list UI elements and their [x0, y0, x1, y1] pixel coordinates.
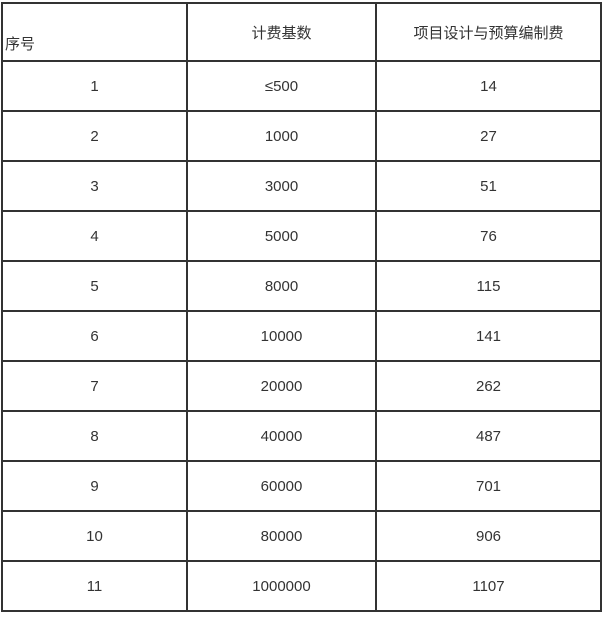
table-cell: 115: [375, 260, 602, 312]
table-cell: 60000: [186, 460, 377, 512]
table-row: 1 ≤500 14: [1, 60, 602, 112]
table-cell: 262: [375, 360, 602, 412]
table-cell: 5: [1, 260, 188, 312]
table-row: 7 20000 262: [1, 360, 602, 412]
table-cell: 10: [1, 510, 188, 562]
column-header-billing-base: 计费基数: [186, 2, 377, 62]
table-cell: 3: [1, 160, 188, 212]
table-cell: 141: [375, 310, 602, 362]
column-header-design-budget-fee: 项目设计与预算编制费: [375, 2, 602, 62]
table-row: 10 80000 906: [1, 510, 602, 562]
table-row: 4 5000 76: [1, 210, 602, 262]
table-cell: 8000: [186, 260, 377, 312]
table-cell: 701: [375, 460, 602, 512]
table-cell: 4: [1, 210, 188, 262]
fee-table: 序号 计费基数 项目设计与预算编制费 1 ≤500 14 2 1000 27 3 3000 51…: [1, 2, 602, 612]
table-row: 2 1000 27: [1, 110, 602, 162]
table-cell: 14: [375, 60, 602, 112]
table-body: 1 ≤500 14 2 1000 27 3 3000 51 4 5000 76 5 8000 115 6 100…: [1, 60, 602, 612]
table-row: 6 10000 141: [1, 310, 602, 362]
table-row: 3 3000 51: [1, 160, 602, 212]
table-cell: 7: [1, 360, 188, 412]
table-row: 9 60000 701: [1, 460, 602, 512]
table-cell: 1107: [375, 560, 602, 612]
header-row: 序号 计费基数 项目设计与预算编制费: [1, 2, 602, 62]
table-cell: ≤500: [186, 60, 377, 112]
table-cell: 10000: [186, 310, 377, 362]
table-cell: 9: [1, 460, 188, 512]
table-row: 11 1000000 1107: [1, 560, 602, 612]
table-cell: 1000: [186, 110, 377, 162]
table-cell: 80000: [186, 510, 377, 562]
table-cell: 51: [375, 160, 602, 212]
table-cell: 40000: [186, 410, 377, 462]
table-cell: 20000: [186, 360, 377, 412]
table-cell: 5000: [186, 210, 377, 262]
table-row: 5 8000 115: [1, 260, 602, 312]
table-cell: 487: [375, 410, 602, 462]
table-cell: 27: [375, 110, 602, 162]
table-cell: 6: [1, 310, 188, 362]
table-cell: 2: [1, 110, 188, 162]
table-cell: 1000000: [186, 560, 377, 612]
column-header-seq: 序号: [1, 2, 188, 62]
table-cell: 8: [1, 410, 188, 462]
table-cell: 3000: [186, 160, 377, 212]
table-cell: 1: [1, 60, 188, 112]
table-cell: 906: [375, 510, 602, 562]
table-cell: 76: [375, 210, 602, 262]
table-cell: 11: [1, 560, 188, 612]
table-row: 8 40000 487: [1, 410, 602, 462]
